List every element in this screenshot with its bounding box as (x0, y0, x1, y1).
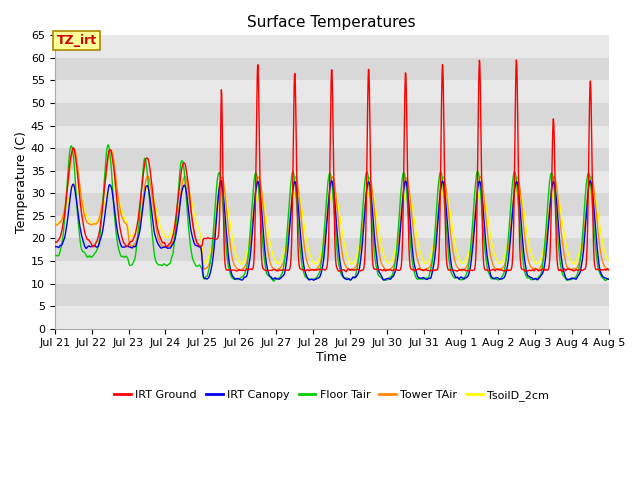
Bar (54, 81, 609, 103)
Text: TZ_irt: TZ_irt (56, 35, 97, 48)
IRT Canopy (217, 178, 225, 183)
IRT Ground (342, 269, 349, 275)
Bar (54, 239, 609, 261)
Tower TAir (420, 268, 428, 274)
TsoilD_2cm (51, 222, 58, 228)
IRT Ground (418, 267, 426, 273)
Line: IRT Ground: IRT Ground (54, 60, 609, 272)
Bar (54, 306, 609, 329)
Tower TAir (175, 211, 182, 216)
Tower TAir (70, 145, 77, 151)
IRT Ground (491, 267, 499, 273)
TsoilD_2cm (237, 261, 245, 267)
Floor Tair (175, 190, 182, 195)
TsoilD_2cm (491, 252, 499, 258)
IRT Ground (51, 239, 58, 244)
Bar (54, 171, 609, 193)
IRT Ground (236, 267, 244, 273)
Tower TAir (491, 265, 499, 271)
Bar (54, 216, 609, 239)
Floor Tair (491, 276, 499, 282)
TsoilD_2cm (161, 233, 168, 239)
Tower TAir (236, 267, 244, 273)
Bar (54, 193, 609, 216)
IRT Canopy (174, 220, 182, 226)
Floor Tair (419, 276, 426, 282)
IRT Canopy (310, 277, 317, 283)
Bar (54, 284, 609, 306)
Line: TsoilD_2cm: TsoilD_2cm (54, 184, 609, 264)
Bar (54, 148, 609, 171)
IRT Ground (513, 57, 520, 63)
X-axis label: Time: Time (316, 351, 347, 364)
Bar (54, 103, 609, 126)
IRT Canopy (51, 244, 58, 250)
Floor Tair (270, 278, 278, 284)
Bar (54, 36, 609, 58)
Bar (54, 58, 609, 81)
Tower TAir (605, 267, 612, 273)
IRT Ground (174, 197, 182, 203)
IRT Canopy (540, 266, 548, 272)
Y-axis label: Temperature (C): Temperature (C) (15, 131, 28, 233)
Tower TAir (418, 267, 426, 273)
IRT Ground (605, 267, 612, 273)
Bar (54, 126, 609, 148)
Floor Tair (104, 142, 112, 148)
Line: Tower TAir: Tower TAir (54, 148, 609, 271)
IRT Ground (161, 240, 168, 245)
TsoilD_2cm (540, 245, 548, 251)
TsoilD_2cm (175, 207, 182, 213)
Floor Tair (540, 252, 548, 258)
Line: Floor Tair: Floor Tair (54, 145, 609, 281)
Title: Surface Temperatures: Surface Temperatures (248, 15, 416, 30)
Line: IRT Canopy: IRT Canopy (54, 180, 609, 280)
TsoilD_2cm (605, 258, 612, 264)
TsoilD_2cm (236, 261, 244, 267)
IRT Canopy (161, 244, 168, 250)
Tower TAir (161, 244, 168, 250)
IRT Ground (540, 266, 548, 272)
Floor Tair (605, 276, 612, 282)
Tower TAir (540, 254, 548, 260)
IRT Canopy (419, 275, 426, 281)
Floor Tair (236, 276, 244, 281)
Floor Tair (161, 261, 168, 267)
Legend: IRT Ground, IRT Canopy, Floor Tair, Tower TAir, TsoilD_2cm: IRT Ground, IRT Canopy, Floor Tair, Towe… (110, 385, 554, 405)
TsoilD_2cm (71, 181, 79, 187)
Bar (54, 261, 609, 284)
IRT Canopy (236, 276, 244, 282)
Floor Tair (51, 252, 58, 258)
TsoilD_2cm (419, 256, 426, 262)
IRT Canopy (491, 276, 499, 281)
Tower TAir (51, 222, 58, 228)
IRT Canopy (605, 276, 612, 282)
